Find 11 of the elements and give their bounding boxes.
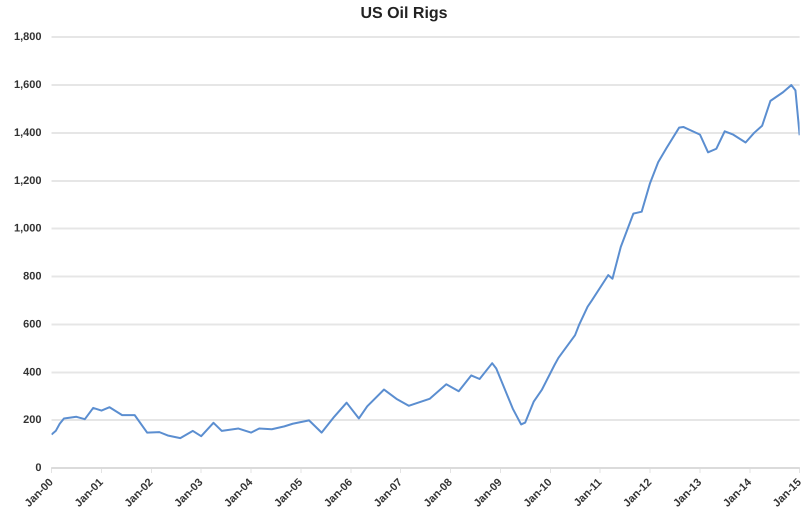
- y-tick-label: 0: [35, 462, 42, 474]
- chart-title: US Oil Rigs: [360, 5, 448, 22]
- y-tick-label: 1,000: [14, 222, 42, 235]
- y-tick-label: 1,200: [14, 174, 42, 187]
- y-tick-label: 200: [23, 414, 42, 426]
- y-tick-label: 1,800: [14, 31, 42, 44]
- y-tick-label: 1,600: [14, 79, 42, 92]
- y-tick-label: 800: [23, 270, 42, 283]
- y-tick-label: 600: [23, 318, 42, 330]
- y-tick-label: 1,400: [14, 126, 42, 139]
- y-tick-label: 400: [23, 366, 42, 378]
